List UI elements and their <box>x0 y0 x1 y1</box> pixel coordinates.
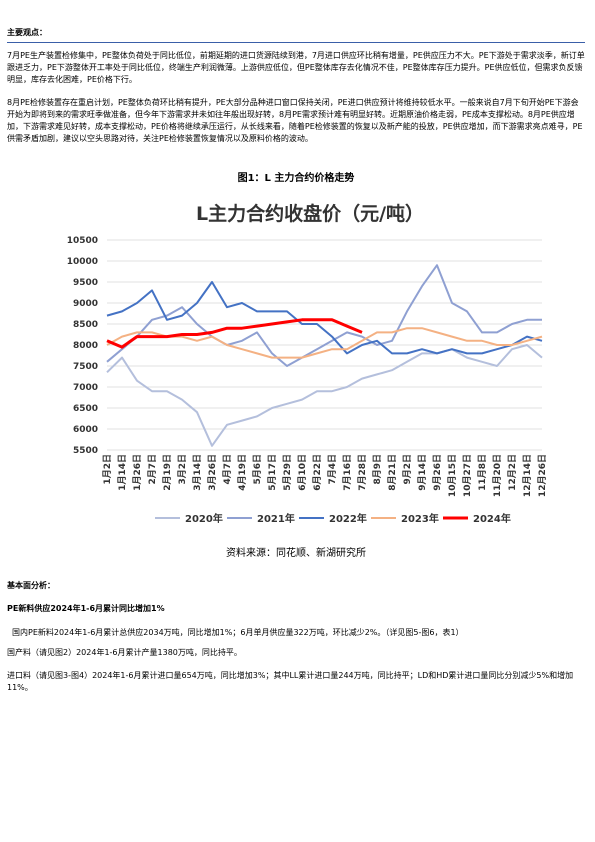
paragraph: 7月PE生产装置检修集中，PE整体负荷处于同比低位，前期延期的进口货源陆续到港，… <box>7 51 585 84</box>
series-line <box>106 318 363 349</box>
y-tick-label: 9000 <box>73 299 98 309</box>
x-tick-label: 1月26日 <box>132 454 143 491</box>
legend-label: 2021年 <box>257 512 295 525</box>
x-tick-label: 2月7日 <box>147 454 158 485</box>
x-tick-label: 8月9日 <box>372 454 383 485</box>
x-tick-label: 4月7日 <box>222 454 233 485</box>
x-tick-label: 7月28日 <box>357 454 368 491</box>
source: 资料来源：同花顺、新湖研究所 <box>226 548 366 559</box>
series-line <box>106 281 543 355</box>
y-tick-label: 5500 <box>73 446 98 456</box>
x-tick-label: 9月2日 <box>402 454 413 485</box>
y-tick-label: 8000 <box>73 341 98 351</box>
y-tick-label: 9500 <box>73 278 98 288</box>
x-tick-label: 10月15日 <box>447 454 458 497</box>
heading: 主要观点： <box>7 28 47 37</box>
figure-title: 图1：L 主力合约价格走势 <box>237 173 355 184</box>
x-tick-label: 12月26日 <box>537 454 548 497</box>
y-tick-label: 6000 <box>73 425 98 435</box>
legend-label: 2022年 <box>329 512 367 525</box>
x-tick-label: 2月19日 <box>162 454 173 491</box>
x-tick-label: 5月29日 <box>282 454 293 491</box>
x-tick-label: 6月22日 <box>312 454 323 491</box>
x-tick-label: 3月14日 <box>192 454 203 491</box>
y-tick-label: 6500 <box>73 404 98 414</box>
x-tick-label: 10月27日 <box>462 454 473 497</box>
x-tick-label: 7月16日 <box>342 454 353 491</box>
y-tick-label: 7000 <box>73 383 98 393</box>
paragraph: 8月PE检修装置存在重启计划，PE整体负荷环比稍有提升，PE大部分品种进口窗口保… <box>7 98 583 143</box>
legend-label: 2020年 <box>185 512 223 525</box>
x-tick-label: 5月6日 <box>252 454 263 485</box>
x-tick-label: 6月10日 <box>297 454 308 491</box>
y-tick-label: 10000 <box>67 257 98 267</box>
y-tick-label: 8500 <box>73 320 98 330</box>
legend-label: 2023年 <box>401 512 439 525</box>
paragraph: 国产料（请见图2）2024年1-6月累计产量1380万吨，同比持平。 <box>7 648 242 657</box>
series-line <box>106 344 543 447</box>
x-tick-label: 5月17日 <box>267 454 278 491</box>
series-line <box>106 264 542 367</box>
x-tick-label: 3月2日 <box>177 454 188 485</box>
paragraph: 进口料（请见图3-图4）2024年1-6月累计进口量654万吨，同比增加3%；其… <box>7 671 574 692</box>
y-tick-label: 10500 <box>67 236 98 246</box>
heading: 基本面分析： <box>7 581 55 590</box>
x-tick-label: 12月2日 <box>507 454 518 491</box>
x-tick-label: 11月8日 <box>477 454 488 491</box>
x-tick-label: 11月20日 <box>492 454 503 497</box>
x-tick-label: 9月26日 <box>432 454 443 491</box>
series-line <box>106 327 543 359</box>
x-tick-label: 4月19日 <box>237 454 248 491</box>
legend-label: 2024年 <box>473 512 511 525</box>
rule <box>7 42 585 43</box>
chart: L主力合约收盘价（元/吨） 5500 6000 6500 7000 7500 8000 85… <box>67 202 548 525</box>
x-tick-label: 9月14日 <box>417 454 428 491</box>
x-tick-label: 1月2日 <box>102 454 113 485</box>
subheading: PE新料供应2024年1-6月累计同比增加1% <box>7 604 165 613</box>
x-tick-label: 3月26日 <box>207 454 218 491</box>
y-tick-label: 7500 <box>73 362 98 372</box>
x-tick-label: 12月14日 <box>522 454 533 497</box>
chart-title: L主力合约收盘价（元/吨） <box>196 202 424 225</box>
x-tick-label: 7月4日 <box>327 454 338 485</box>
paragraph: 国内PE新料2024年1-6月累计总供应2034万吨，同比增加1%；6月单月供应… <box>12 628 464 637</box>
x-tick-label: 1月14日 <box>117 454 128 491</box>
x-tick-label: 8月21日 <box>387 454 398 491</box>
